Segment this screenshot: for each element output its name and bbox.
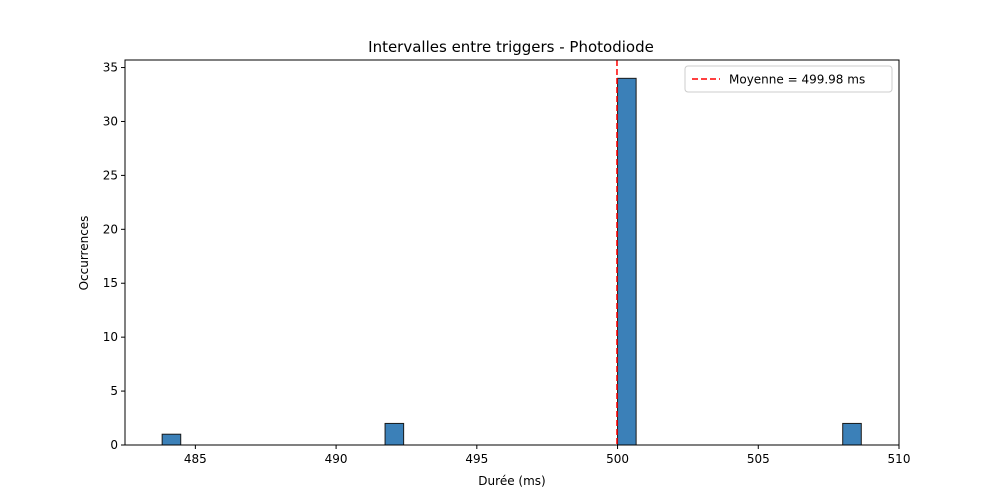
bars-group bbox=[161, 77, 862, 446]
plot-frame bbox=[124, 59, 900, 446]
x-axis-ticks: 485 490 495 500 505 510 bbox=[184, 445, 911, 466]
y-axis-label: Occurrences bbox=[77, 216, 91, 291]
y-tick-label: 20 bbox=[103, 222, 118, 236]
y-tick-label: 0 bbox=[110, 438, 118, 452]
y-tick-label: 10 bbox=[103, 330, 118, 344]
x-tick-label: 485 bbox=[184, 452, 207, 466]
histogram-bar-3 bbox=[842, 422, 862, 446]
x-tick-label: 495 bbox=[465, 452, 488, 466]
histogram-bar-0 bbox=[161, 433, 182, 446]
x-tick-label: 510 bbox=[888, 452, 911, 466]
y-tick-label: 30 bbox=[103, 114, 118, 128]
x-tick-label: 505 bbox=[747, 452, 770, 466]
y-tick-label: 35 bbox=[103, 61, 118, 75]
legend-box bbox=[684, 65, 893, 93]
x-tick-label: 500 bbox=[606, 452, 629, 466]
legend-label: Moyenne = 499.98 ms bbox=[729, 73, 865, 87]
y-axis-ticks: 0 5 10 15 20 25 30 35 bbox=[103, 61, 125, 452]
histogram-bar-2 bbox=[617, 77, 637, 446]
x-axis-label: Durée (ms) bbox=[478, 474, 545, 488]
y-tick-label: 15 bbox=[103, 276, 118, 290]
y-tick-label: 5 bbox=[110, 384, 118, 398]
y-tick-label: 25 bbox=[103, 168, 118, 182]
legend: Moyenne = 499.98 ms bbox=[684, 65, 893, 93]
x-tick-label: 490 bbox=[325, 452, 348, 466]
histogram-bar-1 bbox=[384, 422, 405, 446]
chart-title: Intervalles entre triggers - Photodiode bbox=[368, 38, 654, 56]
